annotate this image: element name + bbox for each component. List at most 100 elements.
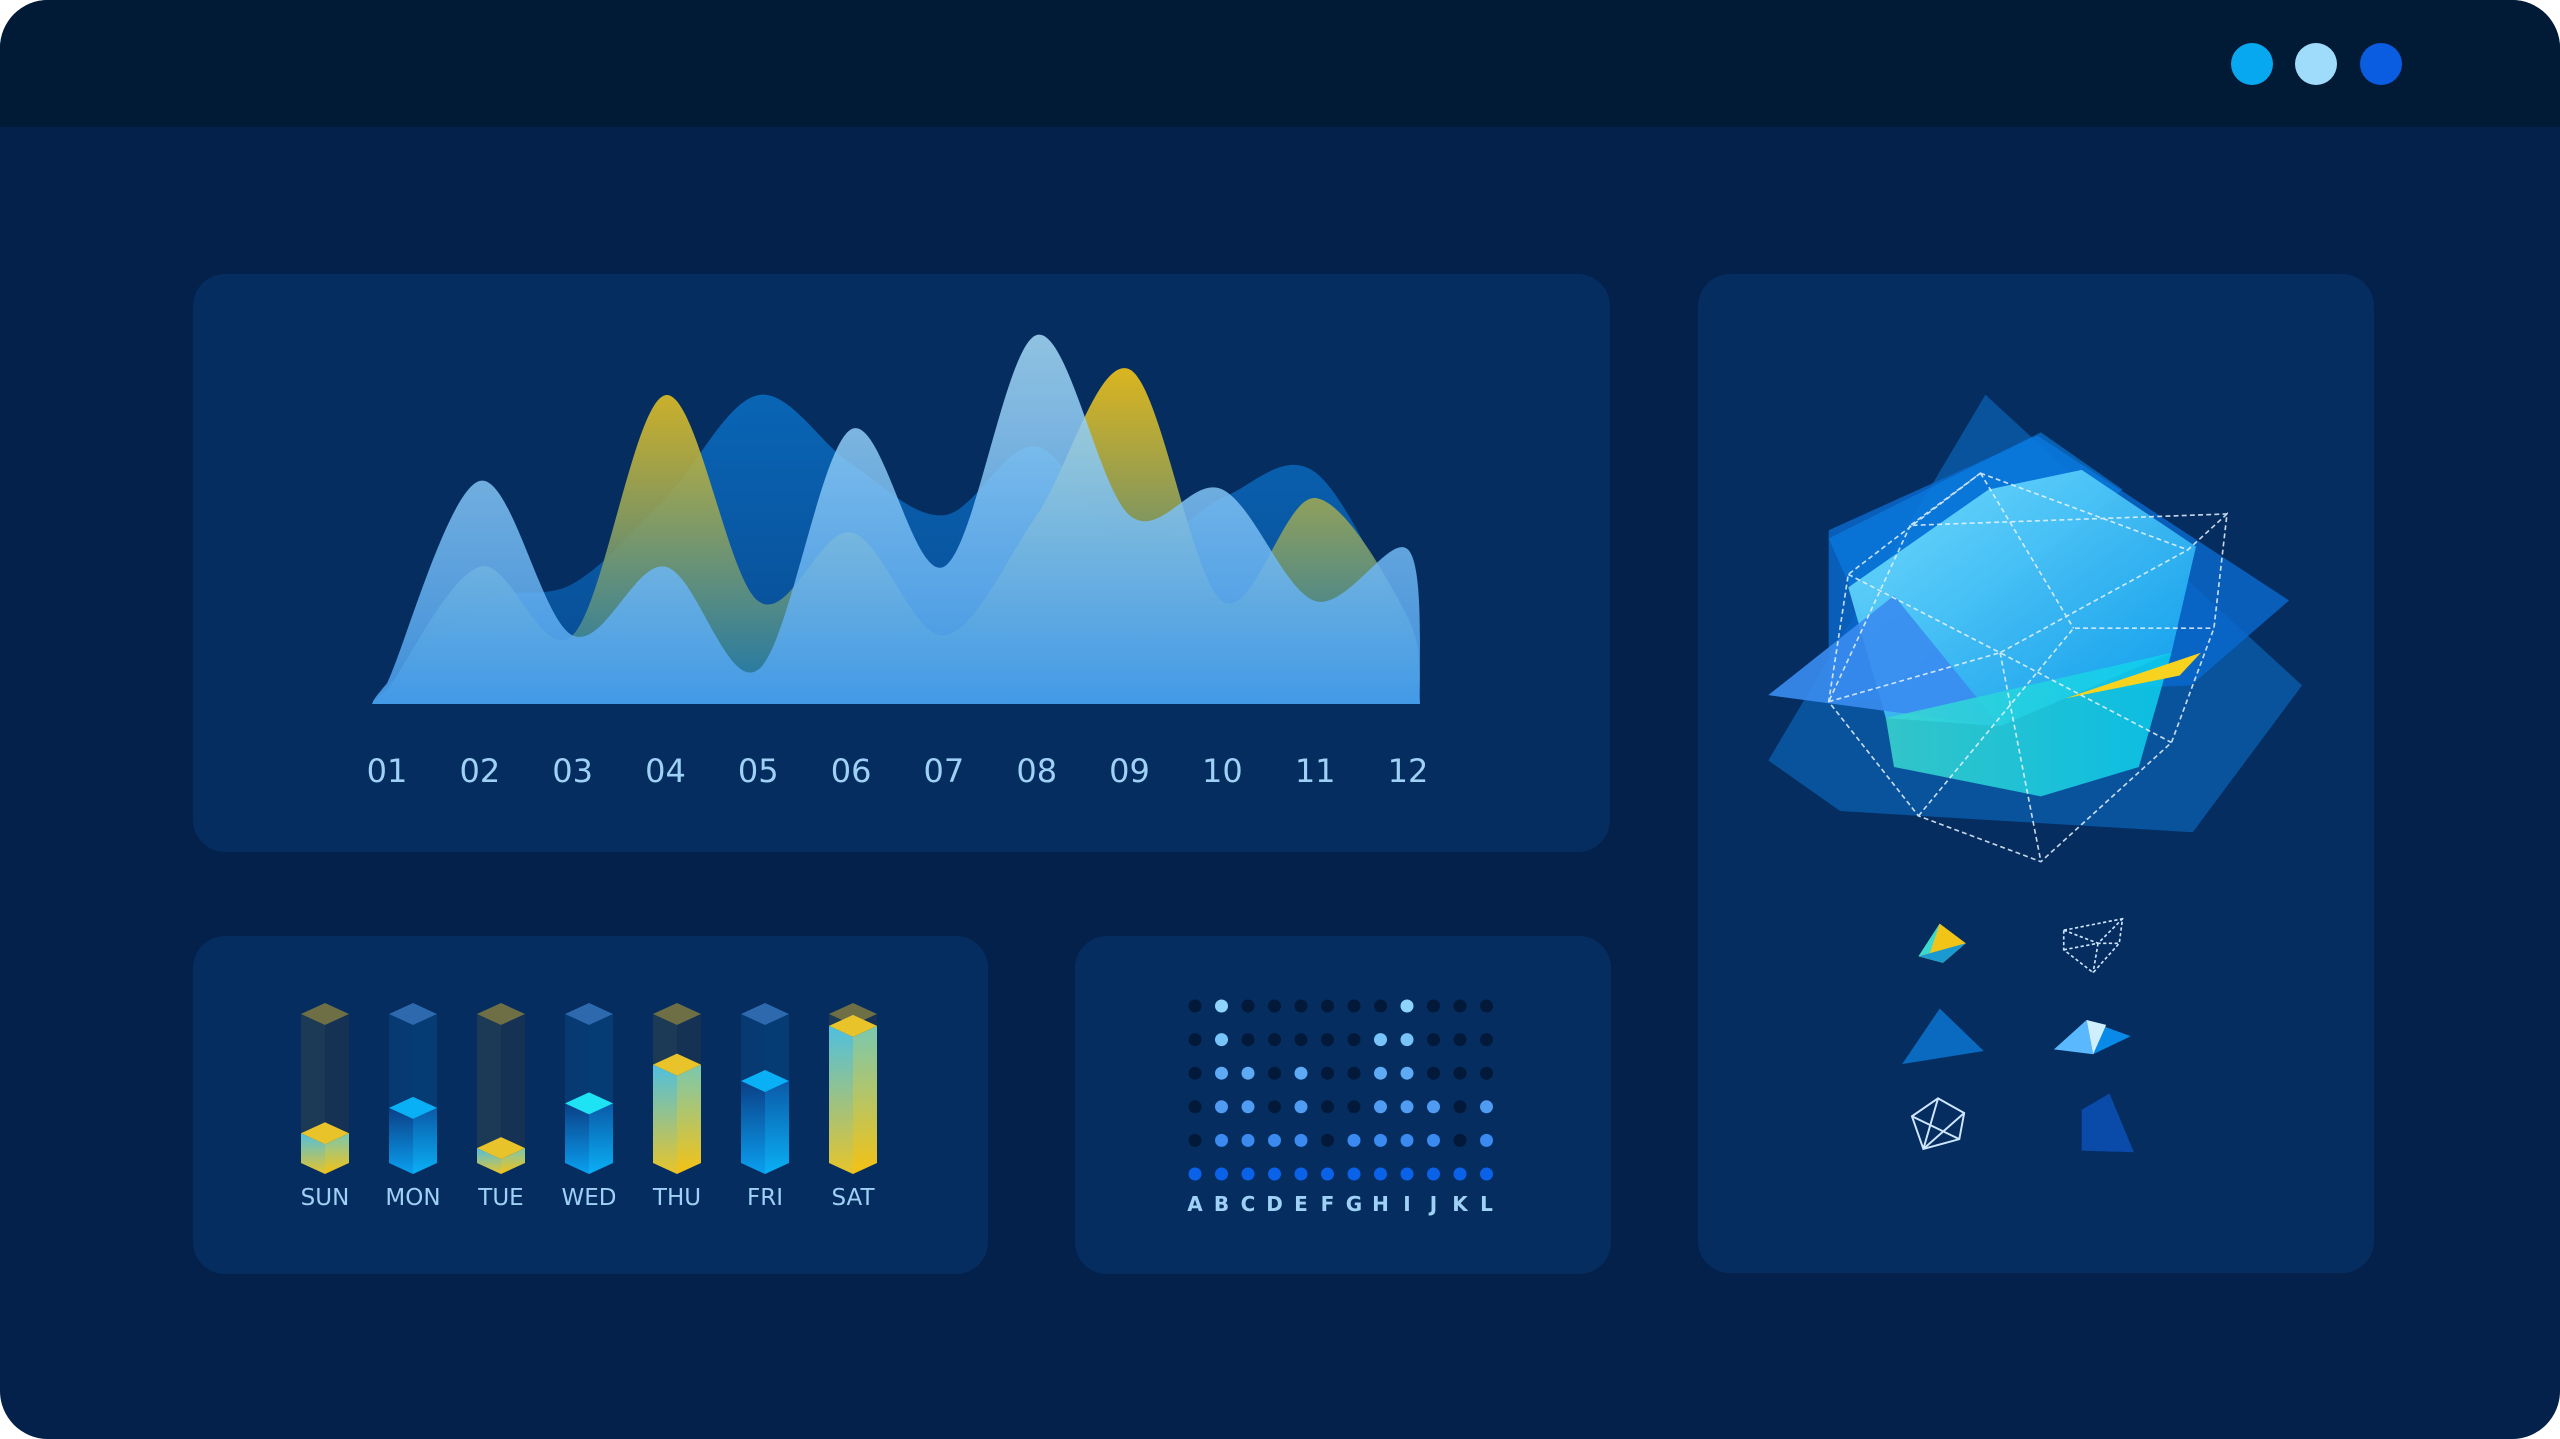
matrix-dot (1427, 999, 1440, 1013)
matrix-dot (1215, 999, 1228, 1013)
x-tick-label: 06 (831, 752, 872, 790)
window-dot-3[interactable] (2360, 43, 2402, 85)
area-chart-panel: 01 02 03 04 05 06 07 08 09 10 11 12 (193, 274, 1610, 852)
matrix-dot (1321, 1167, 1334, 1181)
window-dot-2[interactable] (2295, 43, 2337, 85)
matrix-dot (1241, 1033, 1255, 1047)
matrix-dot (1453, 1033, 1467, 1047)
column-label: J (1428, 1192, 1437, 1216)
bar-mon (389, 1003, 437, 1174)
small-blue-gem-icon (2053, 1019, 2131, 1055)
bar-wed (565, 1003, 613, 1174)
matrix-dot (1241, 1167, 1255, 1181)
matrix-dot (1268, 1033, 1281, 1047)
matrix-dot (1347, 999, 1361, 1013)
matrix-dot (1400, 1133, 1414, 1147)
matrix-dot (1347, 1033, 1361, 1047)
matrix-dot (1188, 1100, 1202, 1114)
matrix-dot (1453, 1167, 1467, 1181)
polyhedron-panel (1698, 274, 2374, 1273)
area-series-3 (372, 334, 1420, 704)
column-label: B (1214, 1192, 1229, 1216)
bar-label: THU (652, 1185, 701, 1211)
matrix-dot (1188, 1033, 1202, 1047)
matrix-dot (1188, 1133, 1202, 1147)
x-tick-label: 08 (1016, 752, 1057, 790)
matrix-dot (1321, 1066, 1334, 1080)
bar-thu (653, 1003, 701, 1174)
bar-label: WED (562, 1185, 617, 1211)
matrix-dot (1480, 1066, 1493, 1080)
matrix-dot (1215, 1133, 1228, 1147)
x-tick-label: 10 (1202, 752, 1243, 790)
small-triangle-icon (1902, 1008, 1984, 1065)
matrix-dot (1294, 1133, 1308, 1147)
matrix-dot (1427, 1066, 1440, 1080)
small-dark-shard-icon (2081, 1093, 2134, 1153)
bar-label: TUE (477, 1185, 523, 1211)
bar-label: FRI (747, 1185, 783, 1211)
area-chart: 01 02 03 04 05 06 07 08 09 10 11 12 (367, 334, 1429, 790)
matrix-dot (1347, 1167, 1361, 1181)
matrix-dot (1188, 1066, 1202, 1080)
matrix-dot (1347, 1066, 1361, 1080)
matrix-dot (1188, 1167, 1202, 1181)
matrix-dot (1427, 1033, 1440, 1047)
polyhedron-icon (1768, 394, 2303, 863)
matrix-dot (1241, 1066, 1255, 1080)
matrix-dot (1268, 1100, 1281, 1114)
matrix-dot (1400, 1066, 1414, 1080)
matrix-dot (1480, 1167, 1493, 1181)
bar-label: SAT (831, 1185, 875, 1211)
column-label: I (1403, 1192, 1410, 1216)
matrix-dot (1453, 1066, 1467, 1080)
column-label: E (1294, 1192, 1308, 1216)
matrix-dot (1480, 1033, 1493, 1047)
column-label: H (1372, 1192, 1389, 1216)
window-dot-1[interactable] (2231, 43, 2273, 85)
x-tick-label: 03 (552, 752, 593, 790)
matrix-dot (1268, 1167, 1281, 1181)
small-wireframe-pentagon-icon (1910, 1097, 1966, 1151)
matrix-dot (1241, 1100, 1255, 1114)
matrix-dot (1400, 1100, 1414, 1114)
matrix-dot (1374, 1100, 1387, 1114)
matrix-dot (1453, 1100, 1467, 1114)
column-label: L (1480, 1192, 1493, 1216)
matrix-dot (1400, 1033, 1414, 1047)
polyhedron-graphic (1768, 394, 2303, 1153)
matrix-dot (1321, 1133, 1334, 1147)
matrix-dot (1480, 1133, 1493, 1147)
matrix-dot (1215, 1066, 1228, 1080)
matrix-dot (1294, 1167, 1308, 1181)
matrix-dot (1374, 1066, 1387, 1080)
matrix-dot (1215, 1033, 1228, 1047)
matrix-dot (1215, 1100, 1228, 1114)
bar-sun (301, 1003, 349, 1174)
matrix-dot (1321, 1033, 1334, 1047)
x-tick-label: 01 (367, 752, 408, 790)
matrix-dot (1215, 1167, 1228, 1181)
matrix-dot (1427, 1100, 1440, 1114)
x-tick-label: 05 (738, 752, 779, 790)
matrix-dot (1374, 1167, 1387, 1181)
bar-sat (829, 1003, 877, 1174)
column-label: C (1241, 1192, 1256, 1216)
title-bar (0, 0, 2560, 127)
matrix-dot (1374, 1133, 1387, 1147)
matrix-dot (1268, 1066, 1281, 1080)
bar-fri (741, 1003, 789, 1174)
x-tick-label: 12 (1388, 752, 1429, 790)
matrix-dot (1294, 1033, 1308, 1047)
matrix-dot (1321, 1100, 1334, 1114)
matrix-dot (1374, 999, 1387, 1013)
matrix-dot (1268, 1133, 1281, 1147)
bar-label: MON (385, 1185, 440, 1211)
weekday-bar-chart: SUN MON TUE WED THU FRI SAT (301, 1003, 877, 1211)
matrix-dot (1400, 1167, 1414, 1181)
x-tick-label: 07 (924, 752, 965, 790)
matrix-dot (1294, 999, 1308, 1013)
bar-label: SUN (301, 1185, 350, 1211)
